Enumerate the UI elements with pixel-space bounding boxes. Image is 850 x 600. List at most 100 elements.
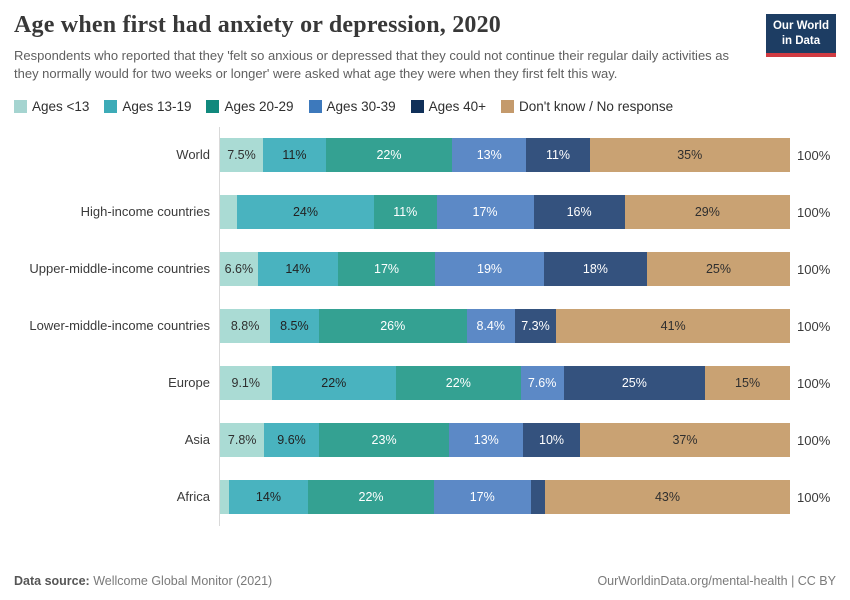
- bar-segment: 8.4%: [466, 309, 515, 344]
- legend-swatch-icon: [501, 99, 515, 113]
- bar-segment: 35%: [589, 138, 790, 173]
- bar-cell: 8.8% 8.5% 26% 8.4% 7.3% 41%: [219, 297, 790, 355]
- bar-segment: 11%: [262, 138, 326, 173]
- bar-segment: 25%: [646, 252, 791, 287]
- bar-segment: [220, 480, 229, 515]
- bar-cell: 7.5% 11% 22% 13% 11% 35%: [219, 126, 790, 184]
- owid-logo-line1: Our World: [772, 20, 829, 32]
- bar-segment: 41%: [556, 309, 790, 344]
- data-source-label: Data source:: [14, 574, 90, 588]
- stacked-bar: 24% 11% 17% 16% 29%: [220, 195, 790, 230]
- bar-cell: 6.6% 14% 17% 19% 18% 25%: [219, 240, 791, 298]
- row-total-label: 100%: [797, 204, 831, 220]
- row-total-label: 100%: [797, 261, 831, 277]
- row-label: Africa: [176, 488, 210, 504]
- legend-swatch-icon: [410, 99, 424, 113]
- bar-segment: 14%: [257, 252, 338, 287]
- bar-segment: 17%: [337, 252, 436, 287]
- legend-item-2: Ages 20-29: [206, 98, 294, 114]
- bar-segment: 22%: [396, 366, 521, 401]
- bar-segment: 9.1%: [220, 366, 272, 401]
- row-label: Upper-middle-income countries: [29, 260, 210, 276]
- bar-segment: 11%: [526, 138, 590, 173]
- chart-title: Age when first had anxiety or depression…: [14, 12, 501, 38]
- bar-segment: 24%: [237, 195, 374, 230]
- legend-label: Ages 20-29: [224, 98, 294, 114]
- bar-segment: 23%: [318, 423, 450, 458]
- bar-segment: 7.6%: [520, 366, 564, 401]
- legend-label: Ages <13: [32, 98, 90, 114]
- stacked-bar: 8.8% 8.5% 26% 8.4% 7.3% 41%: [220, 309, 790, 344]
- bar-segment: 6.6%: [220, 252, 258, 287]
- bar-segment: 9.6%: [264, 423, 319, 458]
- table-row: Asia 7.8% 9.6% 23% 13% 10% 37% 100%: [14, 411, 836, 469]
- row-total-label: 100%: [797, 432, 831, 448]
- bar-segment: 7.8%: [220, 423, 265, 458]
- row-label: Asia: [184, 431, 210, 447]
- bar-cell: 14% 22% 17% 43%: [219, 468, 790, 526]
- stacked-bar: 6.6% 14% 17% 19% 18% 25%: [220, 252, 791, 287]
- legend-item-3: Ages 30-39: [308, 98, 396, 114]
- bar-segment: 10%: [523, 423, 580, 458]
- bar-segment: [530, 480, 545, 515]
- chart-legend: Ages <13 Ages 13-19 Ages 20-29 Ages 30-39 Ag…: [14, 99, 836, 114]
- table-row: Europe 9.1% 22% 22% 7.6% 25% 15% 100%: [14, 354, 836, 412]
- row-total-label: 100%: [797, 489, 831, 505]
- stacked-bar: 14% 22% 17% 43%: [220, 480, 790, 515]
- bar-segment: 7.3%: [514, 309, 557, 344]
- row-total-label: 100%: [797, 147, 831, 163]
- legend-item-4: Ages 40+: [410, 98, 487, 114]
- bar-segment: 18%: [543, 252, 647, 287]
- bar-segment: 22%: [271, 366, 397, 401]
- stacked-bar-chart: World 7.5% 11% 22% 13% 11% 35% 100% High-income …: [14, 126, 836, 526]
- row-label: Lower-middle-income countries: [29, 317, 210, 333]
- table-row: Africa 14% 22% 17% 43% 100%: [14, 468, 836, 526]
- table-row: Upper-middle-income countries 6.6% 14% 17% 1…: [14, 240, 836, 298]
- legend-swatch-icon: [206, 99, 220, 113]
- table-row: High-income countries 24% 11% 17% 16% 29% 100%: [14, 183, 836, 241]
- bar-segment: 26%: [318, 309, 467, 344]
- bar-segment: 8.5%: [270, 309, 319, 344]
- bar-segment: 11%: [373, 195, 437, 230]
- table-row: Lower-middle-income countries 8.8% 8.5% 26%…: [14, 297, 836, 355]
- bar-segment: 43%: [544, 480, 790, 515]
- bar-segment: 25%: [563, 366, 706, 401]
- owid-logo-line2: in Data: [781, 34, 821, 47]
- stacked-bar: 9.1% 22% 22% 7.6% 25% 15%: [220, 366, 791, 401]
- legend-item-1: Ages 13-19: [104, 99, 191, 114]
- owid-logo: Our World in Data: [765, 14, 836, 57]
- data-source-note: Data source: Wellcome Global Monitor (20…: [14, 574, 272, 588]
- bar-segment: 7.5%: [220, 138, 263, 173]
- row-label: World: [176, 146, 210, 162]
- legend-swatch-icon: [14, 99, 27, 113]
- bar-segment: 29%: [624, 195, 790, 230]
- data-source-value: Wellcome Global Monitor (2021): [89, 574, 273, 588]
- bar-cell: 9.1% 22% 22% 7.6% 25% 15%: [219, 354, 791, 412]
- bar-segment: 22%: [308, 480, 434, 515]
- bar-segment: 17%: [433, 480, 531, 515]
- legend-item-0: Ages <13: [14, 99, 89, 114]
- row-total-label: 100%: [797, 318, 831, 334]
- bar-cell: 7.8% 9.6% 23% 13% 10% 37%: [219, 411, 790, 469]
- legend-item-5: Don't know / No response: [501, 99, 673, 114]
- legend-label: Ages 40+: [428, 98, 487, 114]
- bar-segment: 17%: [436, 195, 534, 230]
- bar-segment: 13%: [449, 423, 524, 458]
- stacked-bar: 7.8% 9.6% 23% 13% 10% 37%: [220, 423, 790, 458]
- bar-cell: 24% 11% 17% 16% 29%: [219, 183, 790, 241]
- bar-segment: 37%: [579, 423, 790, 458]
- table-row: World 7.5% 11% 22% 13% 11% 35% 100%: [14, 126, 836, 184]
- row-label: Europe: [168, 374, 210, 390]
- legend-label: Don't know / No response: [519, 98, 674, 114]
- bar-segment: 15%: [705, 366, 791, 401]
- chart-header: Age when first had anxiety or depression…: [14, 12, 836, 84]
- row-total-label: 100%: [797, 375, 831, 391]
- legend-label: Ages 30-39: [326, 98, 396, 114]
- stacked-bar: 7.5% 11% 22% 13% 11% 35%: [220, 138, 790, 173]
- legend-label: Ages 13-19: [122, 98, 192, 114]
- bar-segment: 19%: [435, 252, 544, 287]
- bar-segment: 13%: [452, 138, 527, 173]
- license-note: OurWorldinData.org/mental-health | CC BY: [597, 574, 836, 588]
- bar-segment: 14%: [228, 480, 309, 515]
